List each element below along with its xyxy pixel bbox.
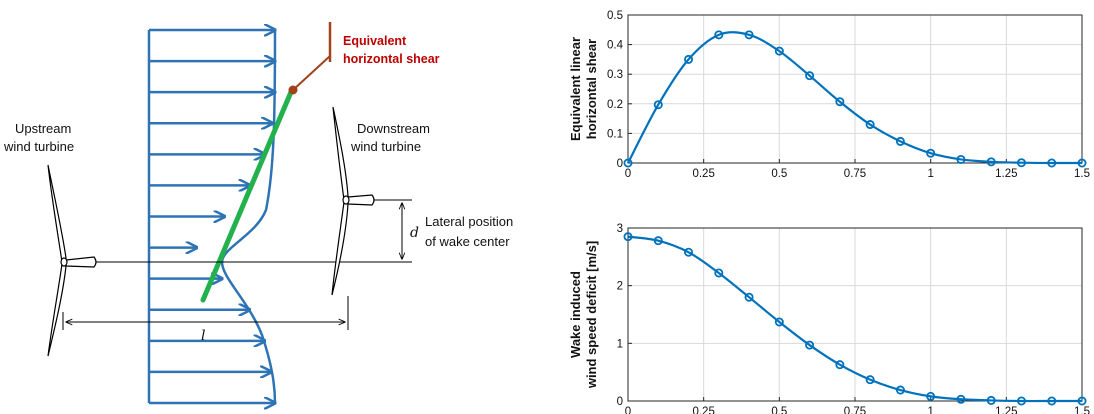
x-tick-label: 1	[927, 406, 933, 414]
data-point	[865, 120, 875, 130]
data-point	[805, 340, 815, 350]
data-point	[744, 292, 754, 302]
x-tick-label: 0.25	[692, 168, 714, 180]
data-point	[653, 100, 663, 110]
series-line	[627, 31, 1083, 165]
data-point	[714, 30, 724, 40]
upstream-turbine-label: Upstream wind turbine	[3, 121, 75, 154]
data-point	[805, 71, 815, 81]
data-point	[653, 236, 663, 246]
downstream-turbine-label: Downstream wind turbine	[350, 121, 434, 154]
data-point	[774, 46, 784, 56]
y-axis-label: Equivalent linearhorizontal shear	[568, 37, 599, 141]
velocity-profile-arrows	[149, 30, 275, 403]
data-point	[835, 97, 845, 107]
deficit-chart: 0 0.25 0.5 0.75 1 1.25 1.5 0 1 2 3 Wake inducedwind…	[568, 223, 1090, 414]
data-point	[956, 154, 966, 164]
lateral-position-label: Lateral position of wake center	[425, 214, 517, 249]
shear-chart: 0 0.25 0.5 0.75 1 1.25 1.5 0 0.1 0.2 0.3 0.4 0.5 Equi…	[568, 10, 1090, 180]
x-tick-label: 1.25	[995, 406, 1017, 414]
data-point	[1016, 158, 1026, 168]
y-tick-label: 0.3	[607, 69, 623, 81]
data-point	[835, 360, 845, 370]
x-tick-label: 0.75	[844, 168, 866, 180]
x-tick-label: 0.25	[692, 406, 714, 414]
x-tick-label: 0.5	[771, 406, 787, 414]
wake-diagram: Equivalent horizontal shear d l Upstream…	[3, 22, 517, 404]
d-symbol: d	[410, 225, 419, 241]
x-tick-label: 1	[927, 168, 933, 180]
y-tick-label: 1	[617, 338, 623, 350]
data-point	[684, 54, 694, 64]
plot-frame	[627, 14, 1083, 164]
y-tick-label: 0	[617, 396, 623, 408]
data-point	[926, 391, 936, 401]
data-point	[926, 148, 936, 158]
y-tick-label: 2	[617, 281, 623, 293]
y-tick-label: 0	[617, 158, 623, 170]
data-point	[956, 394, 966, 404]
upstream-turbine-icon	[47, 164, 97, 357]
data-point	[986, 157, 996, 167]
data-point	[895, 385, 905, 395]
wake-profile-curve	[220, 29, 277, 404]
x-tick-label: 1.25	[995, 168, 1017, 180]
x-tick-label: 0.75	[844, 406, 866, 414]
x-tick-label: 0.5	[771, 168, 787, 180]
plot-frame	[627, 227, 1083, 402]
y-tick-label: 3	[617, 223, 623, 235]
equivalent-shear-pointer	[288, 22, 332, 95]
x-tick-label: 0	[625, 168, 631, 180]
equivalent-shear-label: Equivalent horizontal shear	[343, 34, 440, 66]
series-line	[627, 235, 1082, 403]
y-axis-label: Wake inducedwind speed deficit [m/s]	[568, 241, 599, 389]
y-tick-label: 0.1	[607, 128, 623, 140]
x-tick-label: 0	[625, 406, 631, 414]
x-tick-label: 1.5	[1074, 406, 1090, 414]
data-point	[1016, 396, 1026, 406]
y-tick-label: 0.5	[607, 10, 623, 22]
data-point	[623, 158, 633, 168]
data-point	[895, 136, 905, 146]
data-point	[1077, 396, 1087, 406]
equivalent-shear-line	[200, 89, 294, 303]
data-point	[865, 375, 875, 385]
downstream-turbine-icon	[331, 106, 375, 296]
data-point	[744, 30, 754, 40]
data-point	[1047, 158, 1057, 168]
data-point	[623, 232, 633, 242]
x-tick-label: 1.5	[1074, 168, 1090, 180]
y-tick-label: 0.2	[607, 99, 623, 111]
data-point	[714, 268, 724, 278]
y-tick-label: 0.4	[607, 40, 624, 52]
data-point	[684, 247, 694, 257]
data-point	[1077, 158, 1087, 168]
data-point	[774, 317, 784, 327]
data-point	[1047, 396, 1057, 406]
l-symbol: l	[201, 328, 205, 344]
data-point	[986, 395, 996, 405]
